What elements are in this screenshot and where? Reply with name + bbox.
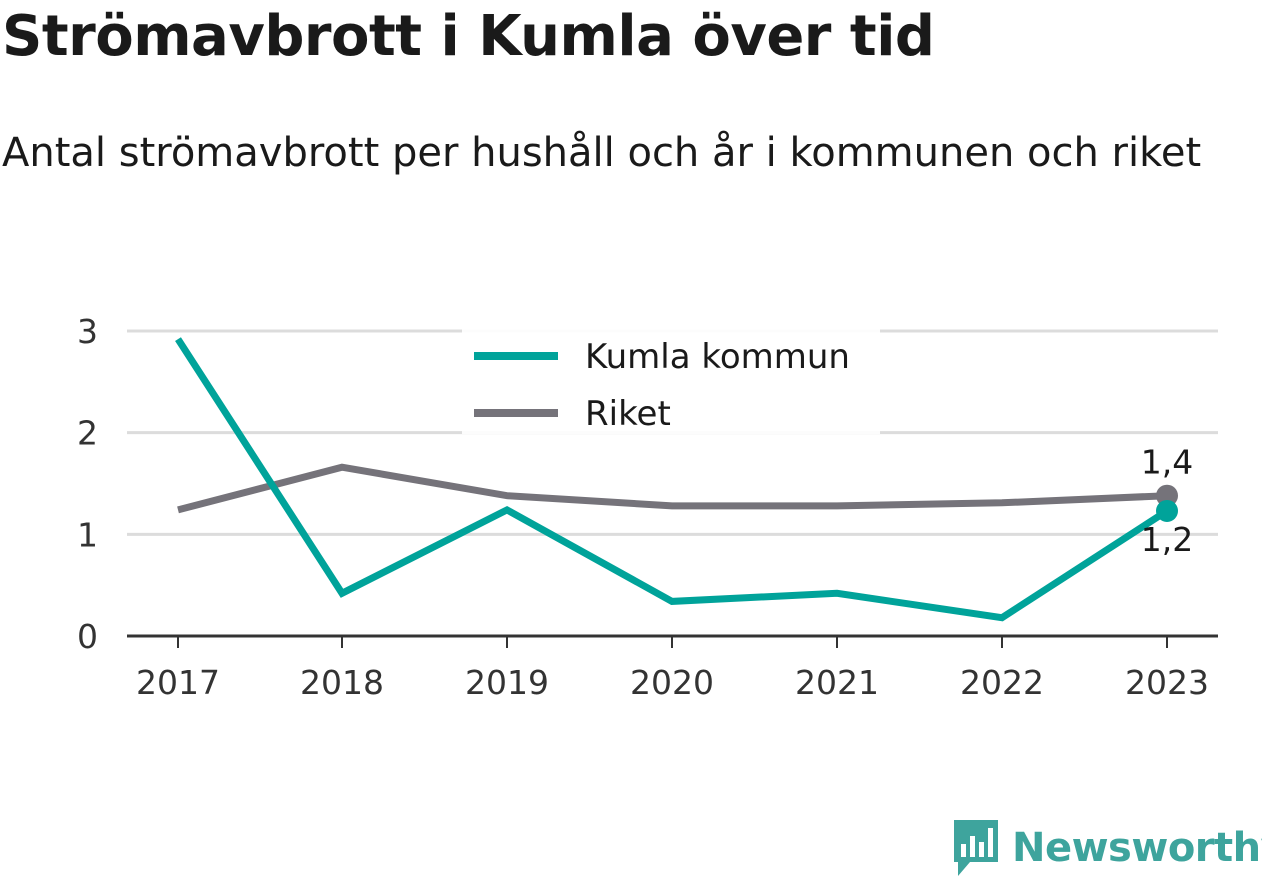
data-label-kumla-2023: 1,2 [1141,520,1193,559]
y-tick-label: 2 [77,414,98,453]
y-tick-label: 0 [77,617,98,656]
legend-label: Riket [585,394,671,434]
end-point-riket [1156,484,1178,507]
end-point-kumla-kommun [1156,499,1178,522]
data-label-riket-2023: 1,4 [1141,443,1193,482]
y-tick-label: 3 [77,312,98,351]
x-tick-label: 2023 [1125,663,1209,702]
x-tick-label: 2018 [300,663,384,702]
series-line-riket [177,463,1168,514]
x-tick-label: 2022 [960,663,1044,702]
newsworthy-logo: Newsworthy [950,818,1262,878]
x-tick-label: 2017 [136,663,220,702]
y-tick-label: 1 [77,515,98,554]
x-tick-label: 2019 [465,663,549,702]
chart-subtitle: Antal strömavbrott per hushåll och år i … [2,130,1202,176]
bar-chart-bubble-icon [954,820,998,876]
x-tick-label: 2020 [630,663,714,702]
series-line-kumla-kommun [175,337,1169,622]
chart-title: Strömavbrott i Kumla över tid [2,4,935,69]
x-tick-label: 2021 [795,663,879,702]
legend-label: Kumla kommun [585,337,850,377]
brand-name: Newsworthy [1012,825,1262,871]
